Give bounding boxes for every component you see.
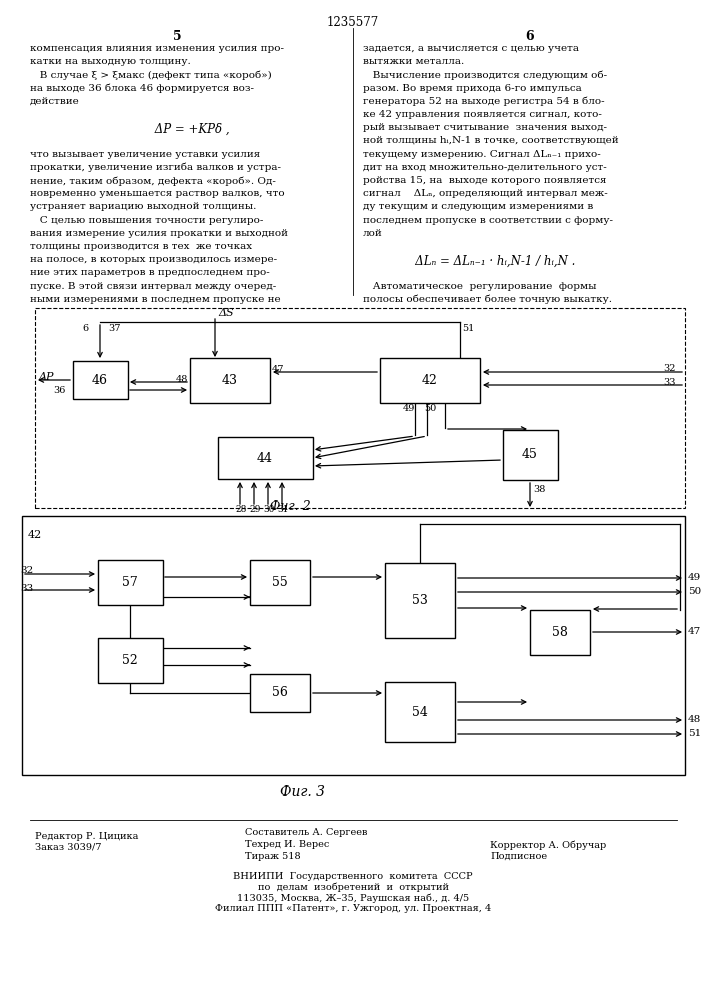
Text: 32: 32 xyxy=(20,566,33,575)
Text: 47: 47 xyxy=(272,365,284,374)
Text: нение, таким образом, дефекта «короб». Од-: нение, таким образом, дефекта «короб». О… xyxy=(30,176,276,186)
Text: Техред И. Верес: Техред И. Верес xyxy=(245,840,329,849)
Text: ние этих параметров в предпоследнем про-: ние этих параметров в предпоследнем про- xyxy=(30,268,270,277)
Text: 1235577: 1235577 xyxy=(327,16,379,29)
Bar xyxy=(73,361,127,399)
Text: генератора 52 на выходе регистра 54 в бло-: генератора 52 на выходе регистра 54 в бл… xyxy=(363,97,604,106)
Text: 44: 44 xyxy=(257,452,273,464)
Text: Корректор А. Обручар: Корректор А. Обручар xyxy=(490,840,606,850)
Text: последнем пропуске в соответствии с форму-: последнем пропуске в соответствии с форм… xyxy=(363,216,613,225)
Bar xyxy=(385,682,455,742)
Text: действие: действие xyxy=(30,97,80,106)
Text: ке 42 управления появляется сигнал, кото-: ке 42 управления появляется сигнал, кото… xyxy=(363,110,602,119)
Text: 48: 48 xyxy=(688,715,701,724)
Text: 30: 30 xyxy=(263,505,274,514)
Text: ными измерениями в последнем пропуске не: ными измерениями в последнем пропуске не xyxy=(30,295,281,304)
Text: 47: 47 xyxy=(688,627,701,636)
Text: 29: 29 xyxy=(249,505,260,514)
Text: 6: 6 xyxy=(82,324,88,333)
Text: 56: 56 xyxy=(272,686,288,700)
Bar xyxy=(218,437,312,479)
Text: вания измерение усилия прокатки и выходной: вания измерение усилия прокатки и выходн… xyxy=(30,229,288,238)
Text: 46: 46 xyxy=(92,373,108,386)
Text: Фиг. 3: Фиг. 3 xyxy=(280,785,325,799)
Bar xyxy=(190,358,270,402)
Text: 36: 36 xyxy=(53,386,65,395)
Text: ΔP: ΔP xyxy=(38,372,54,382)
Bar xyxy=(22,516,685,775)
Text: ройства 15, на  выходе которого появляется: ройства 15, на выходе которого появляетс… xyxy=(363,176,607,185)
Text: на полосе, в которых производилось измере-: на полосе, в которых производилось измер… xyxy=(30,255,277,264)
Text: устраняет вариацию выходной толщины.: устраняет вариацию выходной толщины. xyxy=(30,202,257,211)
Text: Редактор Р. Цицика
Заказ 3039/7: Редактор Р. Цицика Заказ 3039/7 xyxy=(35,832,139,851)
Text: лой: лой xyxy=(363,229,382,238)
Bar xyxy=(98,560,163,604)
Text: прокатки, увеличение изгиба валков и устра-: прокатки, увеличение изгиба валков и уст… xyxy=(30,163,281,172)
Text: 48: 48 xyxy=(176,375,188,384)
Text: 33: 33 xyxy=(20,584,33,593)
Bar xyxy=(98,638,163,682)
Text: ду текущим и следующим измерениями в: ду текущим и следующим измерениями в xyxy=(363,202,593,211)
Text: Подписное: Подписное xyxy=(490,852,547,861)
Text: задается, а вычисляется с целью учета: задается, а вычисляется с целью учета xyxy=(363,44,579,53)
Text: 53: 53 xyxy=(412,593,428,606)
Text: ΔLₙ = ΔLₙ₋₁ · hᵢ,N-1 / hᵢ,N .: ΔLₙ = ΔLₙ₋₁ · hᵢ,N-1 / hᵢ,N . xyxy=(404,255,575,268)
Text: 33: 33 xyxy=(663,378,675,387)
Text: 50: 50 xyxy=(688,587,701,596)
Text: что вызывает увеличение уставки усилия: что вызывает увеличение уставки усилия xyxy=(30,150,260,159)
Text: Тираж 518: Тираж 518 xyxy=(245,852,300,861)
Text: ΔP = +KPδ ,: ΔP = +KPδ , xyxy=(121,123,229,136)
Text: Вычисление производится следующим об-: Вычисление производится следующим об- xyxy=(363,70,607,80)
Text: 38: 38 xyxy=(533,485,545,494)
Text: текущему измерению. Сигнал ΔLₙ₋₁ прихо-: текущему измерению. Сигнал ΔLₙ₋₁ прихо- xyxy=(363,150,601,159)
Text: Фиг. 2: Фиг. 2 xyxy=(270,500,311,513)
Text: сигнал    ΔLₙ, определяющий интервал меж-: сигнал ΔLₙ, определяющий интервал меж- xyxy=(363,189,608,198)
Text: 54: 54 xyxy=(412,706,428,718)
Text: катки на выходную толщину.: катки на выходную толщину. xyxy=(30,57,191,66)
Text: 45: 45 xyxy=(522,448,538,462)
Text: разом. Во время прихода 6-го импульса: разом. Во время прихода 6-го импульса xyxy=(363,84,582,93)
Text: ΔS: ΔS xyxy=(218,308,233,318)
Text: 31: 31 xyxy=(277,505,288,514)
Bar xyxy=(530,609,590,654)
Text: новременно уменьшается раствор валков, что: новременно уменьшается раствор валков, ч… xyxy=(30,189,285,198)
Text: 55: 55 xyxy=(272,576,288,588)
Text: 37: 37 xyxy=(108,324,120,333)
Text: 32: 32 xyxy=(663,364,675,373)
Text: ВНИИПИ  Государственного  комитета  СССР
по  делам  изобретений  и  открытий
113: ВНИИПИ Государственного комитета СССР по… xyxy=(215,872,491,913)
Text: 51: 51 xyxy=(688,729,701,738)
Text: 42: 42 xyxy=(422,373,438,386)
Text: рый вызывает считывание  значения выход-: рый вызывает считывание значения выход- xyxy=(363,123,607,132)
Text: 42: 42 xyxy=(28,530,42,540)
Bar xyxy=(503,430,558,480)
Text: 52: 52 xyxy=(122,654,138,666)
Bar xyxy=(380,358,480,402)
Text: ной толщины hᵢ,N-1 в точке, соответствующей: ной толщины hᵢ,N-1 в точке, соответствую… xyxy=(363,136,619,145)
Text: компенсация влияния изменения усилия про-: компенсация влияния изменения усилия про… xyxy=(30,44,284,53)
Bar xyxy=(250,560,310,604)
Text: Составитель А. Сергеев: Составитель А. Сергеев xyxy=(245,828,368,837)
Text: 58: 58 xyxy=(552,626,568,639)
Text: 57: 57 xyxy=(122,576,138,588)
Text: дит на вход множительно-делительного уст-: дит на вход множительно-делительного уст… xyxy=(363,163,607,172)
Bar xyxy=(385,562,455,638)
Text: Автоматическое  регулирование  формы: Автоматическое регулирование формы xyxy=(363,282,597,291)
Text: 5: 5 xyxy=(173,30,181,43)
Bar xyxy=(250,674,310,712)
Text: 43: 43 xyxy=(222,373,238,386)
Text: пуске. В этой связи интервал между очеред-: пуске. В этой связи интервал между очере… xyxy=(30,282,276,291)
Text: С целью повышения точности регулиро-: С целью повышения точности регулиро- xyxy=(30,216,264,225)
Text: 49: 49 xyxy=(403,404,416,413)
Text: 6: 6 xyxy=(526,30,534,43)
Text: полосы обеспечивает более точную выкатку.: полосы обеспечивает более точную выкатку… xyxy=(363,295,612,304)
Text: на выходе 36 блока 46 формируется воз-: на выходе 36 блока 46 формируется воз- xyxy=(30,84,254,93)
Text: 50: 50 xyxy=(424,404,436,413)
Text: 49: 49 xyxy=(688,573,701,582)
Text: толщины производится в тех  же точках: толщины производится в тех же точках xyxy=(30,242,252,251)
Text: В случае ξ > ξмакс (дефект типа «короб»): В случае ξ > ξмакс (дефект типа «короб») xyxy=(30,70,271,80)
Text: вытяжки металла.: вытяжки металла. xyxy=(363,57,464,66)
Bar xyxy=(35,308,685,508)
Text: 28: 28 xyxy=(235,505,246,514)
Text: 51: 51 xyxy=(462,324,474,333)
